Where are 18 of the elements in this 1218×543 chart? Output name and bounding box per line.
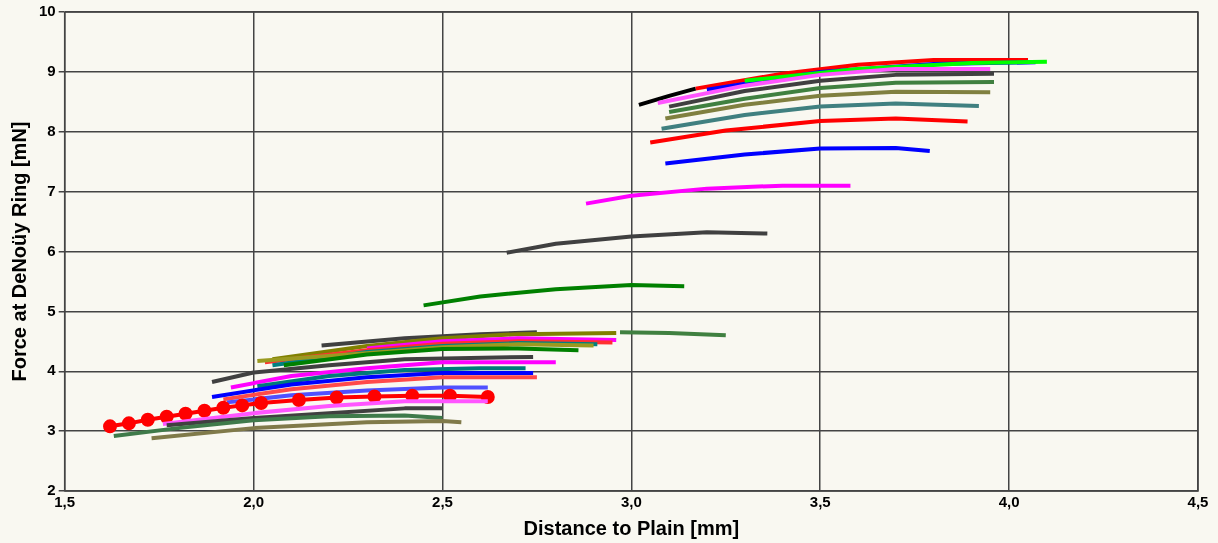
x-tick-label: 2,5 — [432, 493, 453, 511]
y-axis-title: Force at DeNoüy Ring [mN] — [7, 121, 30, 382]
x-tick-label: 3,0 — [620, 493, 642, 511]
y-tick-label: 3 — [47, 421, 56, 439]
x-axis-title: Distance to Plain [mm] — [523, 516, 740, 539]
y-tick-label: 5 — [47, 301, 56, 319]
y-tick-label: 7 — [47, 181, 56, 199]
y-tick-label: 6 — [47, 241, 56, 259]
x-tick-label: 4,0 — [998, 493, 1020, 511]
x-tick-label: 1,5 — [54, 493, 76, 511]
x-tick-label: 3,5 — [809, 493, 831, 511]
y-tick-label: 2 — [47, 481, 56, 499]
y-tick-label: 8 — [47, 121, 56, 139]
y-tick-label: 9 — [47, 62, 56, 80]
x-tick-label: 2,0 — [243, 493, 264, 511]
y-tick-label: 10 — [39, 2, 56, 20]
x-tick-label: 4,5 — [1187, 493, 1209, 511]
y-tick-label: 4 — [47, 361, 57, 379]
